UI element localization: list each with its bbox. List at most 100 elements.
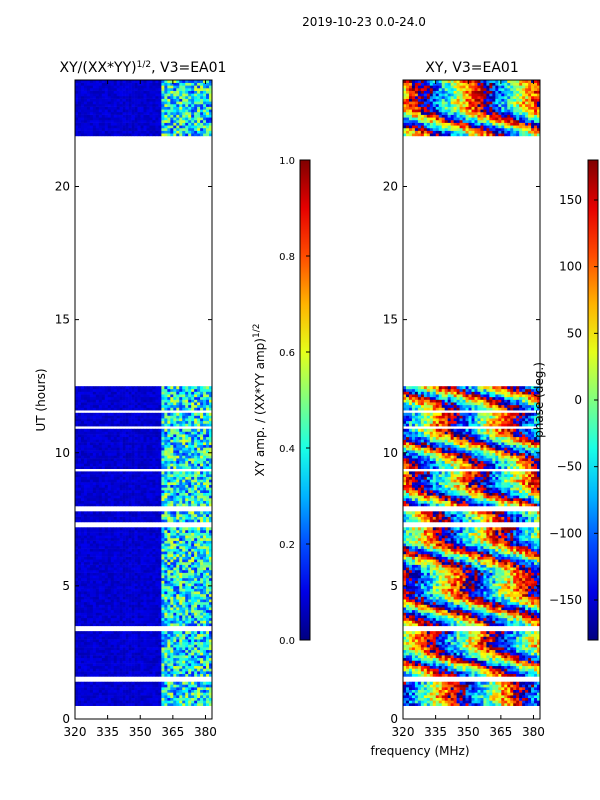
heatmap-cell xyxy=(107,559,112,563)
heatmap-cell xyxy=(101,689,106,693)
heatmap-cell xyxy=(176,617,180,621)
heatmap-cell xyxy=(140,492,144,496)
heatmap-cell xyxy=(104,482,109,485)
heatmap-cell xyxy=(89,668,94,672)
heatmap-cell xyxy=(92,593,97,597)
heatmap-cell xyxy=(209,540,213,544)
heatmap-cell xyxy=(194,498,198,501)
heatmap-cell xyxy=(206,556,210,560)
heatmap-cell xyxy=(164,476,168,480)
heatmap-cell xyxy=(149,388,153,392)
heatmap-cell xyxy=(176,607,180,611)
heatmap-cell xyxy=(200,665,204,669)
heatmap-cell xyxy=(143,498,147,501)
heatmap-cell xyxy=(185,402,189,406)
heatmap-cell xyxy=(146,548,150,552)
heatmap-cell xyxy=(191,492,195,496)
heatmap-cell xyxy=(107,596,112,600)
heatmap-cell xyxy=(134,537,138,541)
heatmap-cell xyxy=(197,620,201,624)
heatmap-cell xyxy=(194,692,198,696)
heatmap-cell xyxy=(188,633,192,637)
heatmap-cell xyxy=(158,513,162,517)
heatmap-cell xyxy=(182,447,186,451)
heatmap-cell xyxy=(155,535,159,539)
heatmap-cell xyxy=(75,511,79,515)
heatmap-cell xyxy=(194,399,198,403)
heatmap-cell xyxy=(149,609,153,613)
heatmap-cell xyxy=(206,649,210,653)
heatmap-cell xyxy=(75,471,79,475)
heatmap-cell xyxy=(125,500,129,504)
heatmap-cell xyxy=(149,636,153,640)
heatmap-cell xyxy=(170,442,174,446)
heatmap-cell xyxy=(194,474,198,478)
heatmap-cell xyxy=(119,652,123,656)
heatmap-cell xyxy=(128,652,132,656)
heatmap-cell xyxy=(125,418,129,422)
heatmap-cell xyxy=(161,607,165,611)
heatmap-cell xyxy=(83,660,88,664)
heatmap-cell xyxy=(143,447,147,451)
heatmap-cell xyxy=(152,575,156,579)
heatmap-cell xyxy=(104,580,109,584)
heatmap-cell xyxy=(98,673,103,677)
heatmap-cell xyxy=(131,665,135,669)
heatmap-cell xyxy=(107,495,112,499)
heatmap-cell xyxy=(200,471,204,475)
heatmap-cell xyxy=(104,404,109,408)
heatmap-cell xyxy=(173,396,177,400)
heatmap-cell xyxy=(77,495,82,499)
heatmap-cell xyxy=(77,657,82,661)
heatmap-cell xyxy=(152,612,156,616)
heatmap-cell xyxy=(188,511,192,515)
heatmap-cell xyxy=(119,519,123,523)
heatmap-cell xyxy=(75,535,79,539)
heatmap-cell xyxy=(83,455,88,459)
heatmap-cell xyxy=(167,450,171,454)
heatmap-cell xyxy=(140,591,144,595)
heatmap-cell xyxy=(158,516,162,520)
heatmap-cell xyxy=(131,623,135,627)
heatmap-cell xyxy=(83,652,88,656)
heatmap-cell xyxy=(185,609,189,613)
heatmap-cell xyxy=(128,580,132,584)
heatmap-cell xyxy=(101,633,106,637)
heatmap-cell xyxy=(155,463,159,467)
heatmap-cell xyxy=(89,663,94,667)
heatmap-cell xyxy=(200,463,204,467)
heatmap-cell xyxy=(134,567,138,571)
heatmap-cell xyxy=(134,423,138,427)
heatmap-cell xyxy=(75,548,79,552)
heatmap-cell xyxy=(101,641,106,645)
heatmap-cell xyxy=(143,484,147,488)
heatmap-cell xyxy=(98,556,103,560)
heatmap-cell xyxy=(158,607,162,611)
heatmap-cell xyxy=(179,503,183,507)
heatmap-cell xyxy=(107,692,112,696)
heatmap-cell xyxy=(98,617,103,621)
heatmap-cell xyxy=(119,444,123,448)
heatmap-cell xyxy=(167,498,171,501)
heatmap-cell xyxy=(92,647,97,651)
heatmap-cell xyxy=(80,476,85,480)
heatmap-cell xyxy=(95,561,100,565)
heatmap-cell xyxy=(164,575,168,579)
heatmap-cell xyxy=(104,474,109,478)
heatmap-cell xyxy=(137,540,141,544)
heatmap-cell xyxy=(158,444,162,448)
heatmap-cell xyxy=(80,463,85,467)
heatmap-cell xyxy=(161,695,165,698)
heatmap-cell xyxy=(80,695,85,698)
heatmap-cell xyxy=(128,386,132,390)
heatmap-cell xyxy=(80,607,85,611)
heatmap-cell xyxy=(170,548,174,552)
heatmap-cell xyxy=(143,657,147,661)
heatmap-cell xyxy=(158,439,162,443)
heatmap-cell xyxy=(149,604,153,608)
heatmap-cell xyxy=(209,583,213,587)
heatmap-cell xyxy=(92,551,97,555)
heatmap-cell xyxy=(116,460,120,464)
heatmap-cell xyxy=(137,596,141,600)
heatmap-cell xyxy=(206,604,210,608)
